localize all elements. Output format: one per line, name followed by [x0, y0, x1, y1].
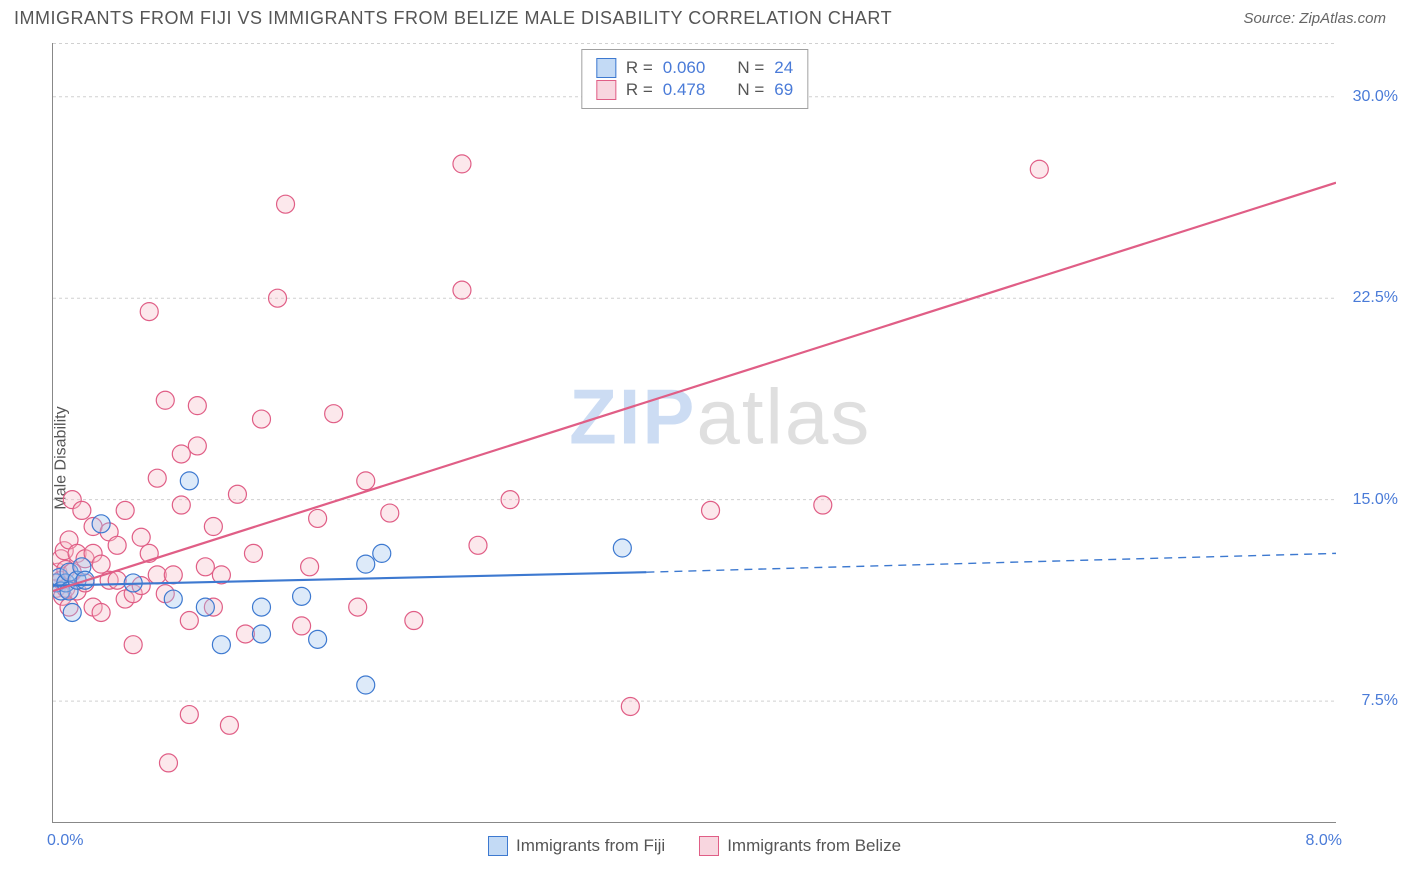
y-tick-label: 15.0% [1353, 491, 1398, 509]
r-label: R = [626, 58, 653, 78]
correlation-legend: R = 0.060 N = 24 R = 0.478 N = 69 [581, 49, 808, 109]
r-label: R = [626, 80, 653, 100]
legend-row: R = 0.060 N = 24 [596, 58, 793, 78]
r-value: 0.060 [663, 58, 706, 78]
chart-title: IMMIGRANTS FROM FIJI VS IMMIGRANTS FROM … [14, 8, 892, 29]
legend-swatch-belize [596, 80, 616, 100]
r-value: 0.478 [663, 80, 706, 100]
legend-label: Immigrants from Fiji [516, 836, 665, 856]
scatter-plot [53, 43, 1336, 822]
series-legend: Immigrants from Fiji Immigrants from Bel… [53, 836, 1336, 856]
n-label: N = [737, 80, 764, 100]
legend-item-fiji: Immigrants from Fiji [488, 836, 665, 856]
y-tick-label: 22.5% [1353, 289, 1398, 307]
legend-item-belize: Immigrants from Belize [699, 836, 901, 856]
legend-swatch-fiji [488, 836, 508, 856]
legend-label: Immigrants from Belize [727, 836, 901, 856]
y-tick-label: 7.5% [1362, 692, 1398, 710]
source-attribution: Source: ZipAtlas.com [1243, 10, 1386, 27]
n-label: N = [737, 58, 764, 78]
legend-swatch-belize [699, 836, 719, 856]
n-value: 24 [774, 58, 793, 78]
chart-header: IMMIGRANTS FROM FIJI VS IMMIGRANTS FROM … [0, 0, 1406, 33]
legend-swatch-fiji [596, 58, 616, 78]
plot-region: R = 0.060 N = 24 R = 0.478 N = 69 ZIPatl… [52, 43, 1336, 823]
legend-row: R = 0.478 N = 69 [596, 80, 793, 100]
y-tick-label: 30.0% [1353, 88, 1398, 106]
n-value: 69 [774, 80, 793, 100]
chart-container: Male Disability R = 0.060 N = 24 R = 0.4… [0, 33, 1406, 883]
